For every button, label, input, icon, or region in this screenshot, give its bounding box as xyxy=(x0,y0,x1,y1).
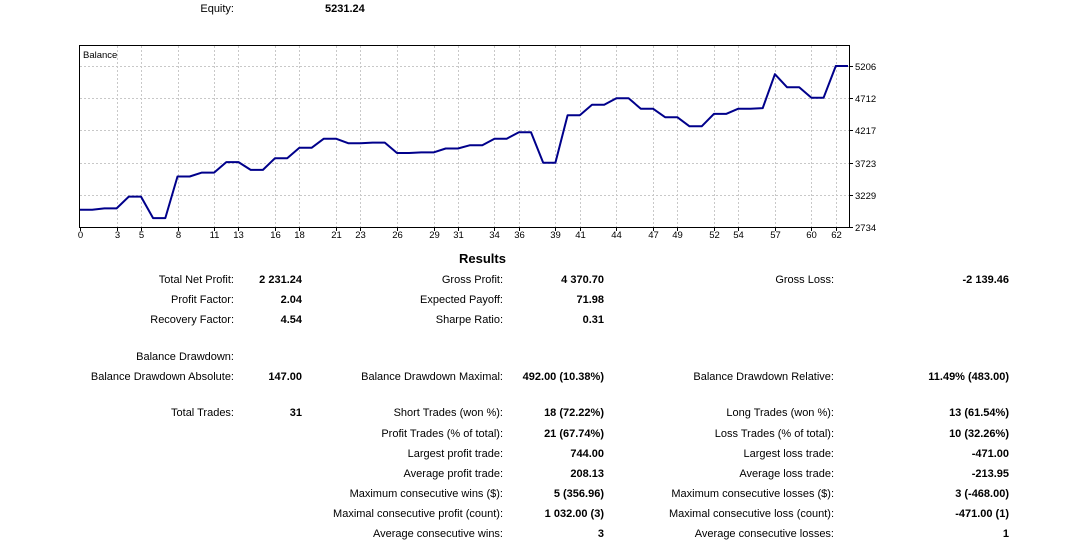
total-net-profit-label: Total Net Profit: xyxy=(158,274,234,286)
balance-drawdown-absolute-value: 147.00 xyxy=(268,371,302,383)
average-loss-trade-value: -213.95 xyxy=(971,468,1009,480)
gross-loss-label: Gross Loss: xyxy=(775,274,834,286)
average-consecutive-wins-value: 3 xyxy=(597,528,604,540)
balance-drawdown-label: Balance Drawdown: xyxy=(136,351,234,363)
average-profit-trade-value: 208.13 xyxy=(570,468,604,480)
max-consecutive-losses-value: 3 (-468.00) xyxy=(955,488,1009,500)
y-tick-label: 4217 xyxy=(855,126,876,137)
balance-line xyxy=(80,65,848,220)
sharpe-ratio-value: 0.31 xyxy=(582,314,604,326)
balance-drawdown-absolute-label: Balance Drawdown Absolute: xyxy=(90,371,234,383)
gross-profit-value: 4 370.70 xyxy=(561,274,604,286)
x-tick-label: 31 xyxy=(453,230,464,241)
loss-trades-value: 10 (32.26%) xyxy=(949,428,1009,440)
long-trades-value: 13 (61.54%) xyxy=(949,407,1009,419)
x-tick-label: 29 xyxy=(429,230,440,241)
long-trades-label: Long Trades (won %): xyxy=(726,407,834,419)
x-tick-label: 26 xyxy=(392,230,403,241)
y-tick-label: 3723 xyxy=(855,159,876,170)
x-tick-label: 8 xyxy=(176,230,181,241)
profit-trades-value: 21 (67.74%) xyxy=(544,428,604,440)
largest-profit-trade-label: Largest profit trade: xyxy=(407,448,503,460)
equity-value: 5231.24 xyxy=(325,3,365,15)
short-trades-value: 18 (72.22%) xyxy=(544,407,604,419)
x-tick-label: 21 xyxy=(331,230,342,241)
gross-profit-label: Gross Profit: xyxy=(441,274,503,286)
x-tick-label: 16 xyxy=(270,230,281,241)
x-tick-label: 39 xyxy=(550,230,561,241)
max-consecutive-losses-label: Maximum consecutive losses ($): xyxy=(671,488,834,500)
x-tick-label: 0 xyxy=(78,230,83,241)
balance-drawdown-relative-value: 11.49% (483.00) xyxy=(928,371,1009,383)
y-tick-label: 5206 xyxy=(855,62,876,73)
x-tick-label: 34 xyxy=(489,230,500,241)
x-tick-label: 44 xyxy=(611,230,622,241)
x-tick-label: 13 xyxy=(233,230,244,241)
equity-label: Equity: xyxy=(200,3,234,15)
maximal-consecutive-loss-label: Maximal consecutive loss (count): xyxy=(668,508,834,520)
x-tick-label: 23 xyxy=(355,230,366,241)
average-loss-trade-label: Average loss trade: xyxy=(739,468,834,480)
x-tick-label: 41 xyxy=(575,230,586,241)
average-consecutive-wins-label: Average consecutive wins: xyxy=(372,528,503,540)
maximal-consecutive-profit-label: Maximal consecutive profit (count): xyxy=(333,508,503,520)
x-tick-label: 36 xyxy=(514,230,525,241)
y-tick-label: 4712 xyxy=(855,94,876,105)
short-trades-label: Short Trades (won %): xyxy=(393,407,503,419)
loss-trades-label: Loss Trades (% of total): xyxy=(714,428,834,440)
maximal-consecutive-loss-value: -471.00 (1) xyxy=(955,508,1009,520)
total-trades-label: Total Trades: xyxy=(171,407,234,419)
x-tick-label: 60 xyxy=(806,230,817,241)
balance-drawdown-maximal-label: Balance Drawdown Maximal: xyxy=(361,371,503,383)
x-tick-label: 57 xyxy=(770,230,781,241)
profit-factor-label: Profit Factor: xyxy=(171,294,234,306)
balance-drawdown-maximal-value: 492.00 (10.38%) xyxy=(522,371,604,383)
x-tick-label: 3 xyxy=(115,230,120,241)
balance-chart: 5206 4712 4217 3723 3229 2734 0 3 5 8 11 13 16 18 21 23… xyxy=(78,45,876,241)
x-tick-label: 62 xyxy=(831,230,842,241)
recovery-factor-value: 4.54 xyxy=(280,314,302,326)
x-tick-label: 54 xyxy=(733,230,744,241)
largest-loss-trade-value: -471.00 xyxy=(971,448,1009,460)
expected-payoff-value: 71.98 xyxy=(576,294,604,306)
x-tick-label: 18 xyxy=(294,230,305,241)
expected-payoff-label: Expected Payoff: xyxy=(420,294,503,306)
plot-frame xyxy=(79,45,850,228)
maximal-consecutive-profit-value: 1 032.00 (3) xyxy=(544,508,604,520)
y-tick-label: 3229 xyxy=(855,191,876,202)
x-tick-label: 5 xyxy=(139,230,144,241)
x-tick-label: 47 xyxy=(648,230,659,241)
x-tick-label: 52 xyxy=(709,230,720,241)
y-tick-label: 2734 xyxy=(855,223,876,234)
results-title: Results xyxy=(459,251,506,266)
x-tick-label: 49 xyxy=(672,230,683,241)
total-trades-value: 31 xyxy=(289,407,302,419)
max-consecutive-wins-label: Maximum consecutive wins ($): xyxy=(349,488,503,500)
gross-loss-value: -2 139.46 xyxy=(962,274,1009,286)
profit-trades-label: Profit Trades (% of total): xyxy=(381,428,503,440)
profit-factor-value: 2.04 xyxy=(280,294,302,306)
largest-profit-trade-value: 744.00 xyxy=(570,448,604,460)
average-profit-trade-label: Average profit trade: xyxy=(403,468,503,480)
total-net-profit-value: 2 231.24 xyxy=(259,274,302,286)
average-consecutive-losses-label: Average consecutive losses: xyxy=(694,528,834,540)
chart-title: Balance xyxy=(83,50,117,61)
sharpe-ratio-label: Sharpe Ratio: xyxy=(435,314,503,326)
average-consecutive-losses-value: 1 xyxy=(1002,528,1009,540)
balance-drawdown-relative-label: Balance Drawdown Relative: xyxy=(693,371,834,383)
max-consecutive-wins-value: 5 (356.96) xyxy=(553,488,604,500)
x-tick-label: 11 xyxy=(210,230,220,241)
largest-loss-trade-label: Largest loss trade: xyxy=(743,448,835,460)
recovery-factor-label: Recovery Factor: xyxy=(150,314,234,326)
